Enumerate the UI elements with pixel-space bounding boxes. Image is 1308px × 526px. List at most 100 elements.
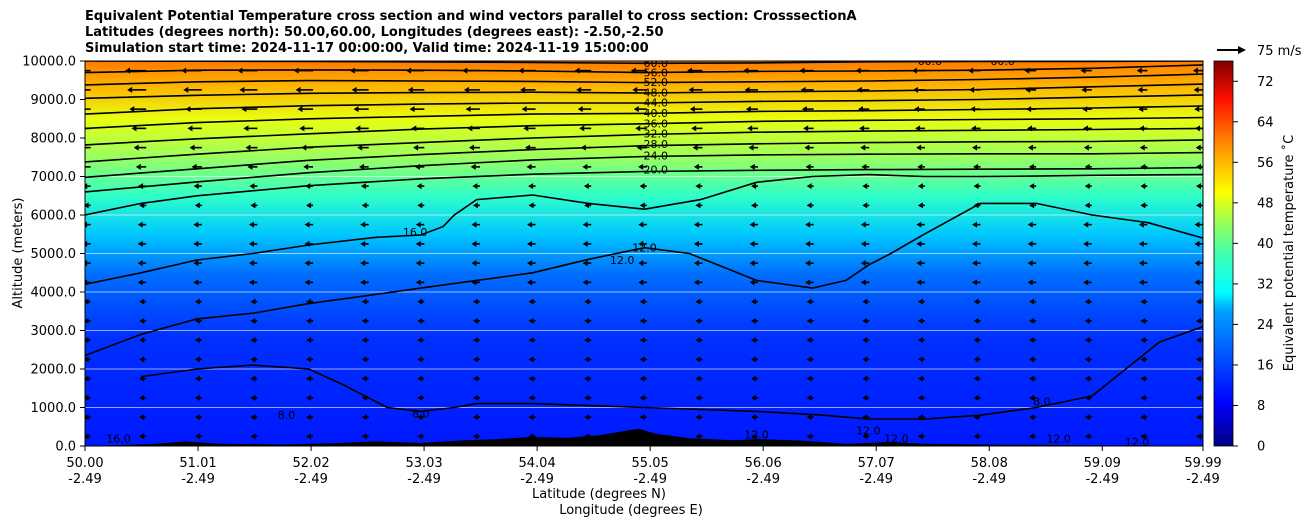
- wind-vector: [1140, 183, 1148, 190]
- wind-vector: [194, 202, 202, 209]
- wind-vector: [250, 356, 258, 363]
- wind-vector: [1140, 298, 1148, 305]
- wind-vector: [1083, 260, 1092, 267]
- wind-vector: [526, 163, 536, 170]
- wind-vector: [695, 183, 703, 190]
- wind-vector: [469, 144, 480, 151]
- wind-vector: [582, 260, 592, 267]
- wind-vector: [972, 260, 981, 267]
- wind-vector: [527, 240, 536, 247]
- wind-vector: [1137, 86, 1148, 93]
- wind-vector: [1029, 414, 1037, 421]
- wind-vector: [417, 298, 425, 305]
- contour-line-56: [85, 64, 1203, 74]
- y-tick-label: 0.0: [55, 440, 76, 455]
- x-tick-label-lon: -2.49: [1186, 472, 1220, 487]
- contour-label: 44.0: [644, 97, 669, 110]
- wind-vector: [751, 202, 759, 209]
- wind-vector: [635, 125, 647, 132]
- colorbar-tick-label: 72: [1257, 75, 1274, 90]
- wind-vector: [521, 106, 536, 113]
- wind-vector: [693, 260, 703, 267]
- wind-vector: [249, 183, 258, 190]
- wind-vector: [409, 106, 425, 113]
- contour-label: 12.0: [744, 428, 769, 441]
- wind-vector: [693, 279, 703, 286]
- wind-vector: [806, 394, 814, 401]
- wind-vector: [415, 240, 425, 247]
- wind-vector: [806, 433, 814, 440]
- wind-vector: [751, 356, 759, 363]
- wind-vector: [751, 298, 759, 305]
- wind-vector: [1083, 221, 1092, 228]
- wind-vector: [693, 163, 703, 170]
- wind-vector: [1084, 183, 1092, 190]
- plot-area: 60.056.052.048.044.040.036.032.028.024.0…: [85, 61, 1203, 446]
- wind-vector: [360, 279, 369, 286]
- wind-vector: [748, 144, 759, 151]
- wind-vector: [916, 279, 925, 286]
- wind-vector: [862, 433, 870, 440]
- wind-vector: [1140, 337, 1148, 344]
- contour-label: 8.0: [278, 409, 296, 422]
- wind-vector: [1140, 356, 1148, 363]
- wind-vector: [747, 125, 759, 132]
- wind-vector: [639, 414, 647, 421]
- x-tick-label-lat: 58.08: [971, 456, 1008, 471]
- contour-line-8: [140, 325, 1203, 420]
- wind-vector: [860, 260, 870, 267]
- y-tick-label: 6000.0: [31, 209, 77, 224]
- wind-vector: [361, 298, 369, 305]
- contour-label: 52.0: [644, 76, 669, 89]
- wind-vector: [973, 375, 981, 382]
- wind-vector: [239, 86, 258, 93]
- wind-vector: [85, 202, 91, 209]
- wind-vector: [805, 163, 814, 170]
- wind-vector: [85, 240, 91, 247]
- x-tick-label-lat: 56.06: [745, 456, 782, 471]
- wind-vector: [1027, 279, 1037, 286]
- contour-line-36: [85, 116, 1203, 146]
- wind-vector: [470, 163, 480, 170]
- wind-vector: [1027, 240, 1037, 247]
- wind-vector: [471, 260, 480, 267]
- colorbar-tick-label: 24: [1257, 318, 1274, 333]
- wind-vector: [528, 414, 536, 421]
- wind-vector: [85, 183, 91, 190]
- wind-vector: [361, 433, 369, 440]
- contour-label: 12.0: [610, 254, 635, 267]
- wind-vector: [353, 106, 369, 113]
- wind-vector: [745, 106, 759, 113]
- wind-vector: [194, 433, 202, 440]
- wind-vector: [417, 375, 425, 382]
- wind-vector: [861, 163, 870, 170]
- wind-vector: [417, 356, 425, 363]
- wind-vector: [584, 414, 592, 421]
- wind-vector: [695, 337, 703, 344]
- wind-vector: [692, 144, 703, 151]
- wind-vector: [471, 240, 480, 247]
- wind-vector: [639, 337, 647, 344]
- wind-vector: [183, 86, 202, 93]
- wind-vector: [304, 260, 314, 267]
- wind-vector: [751, 183, 759, 190]
- wind-vector: [85, 375, 91, 382]
- x-tick-label-lat: 59.99: [1184, 456, 1221, 471]
- wind-vector: [1029, 356, 1037, 363]
- colorbar-tick-label: 32: [1257, 277, 1274, 292]
- contour-line-16: [85, 173, 1203, 286]
- wind-vector: [695, 414, 703, 421]
- wind-vector: [1029, 337, 1037, 344]
- x-tick-label-lon: -2.49: [1085, 472, 1119, 487]
- wind-vector: [417, 317, 425, 324]
- contour-label: 12.0: [1046, 432, 1071, 445]
- wind-vector: [639, 394, 647, 401]
- wind-vector: [131, 125, 147, 132]
- wind-vector: [1027, 260, 1037, 267]
- x-tick-label-lat: 55.05: [632, 456, 669, 471]
- wind-vector: [1027, 221, 1037, 228]
- x-tick-label-lat: 59.09: [1084, 456, 1121, 471]
- wind-vector: [472, 414, 480, 421]
- wind-vector: [972, 144, 981, 151]
- wind-vector: [193, 240, 202, 247]
